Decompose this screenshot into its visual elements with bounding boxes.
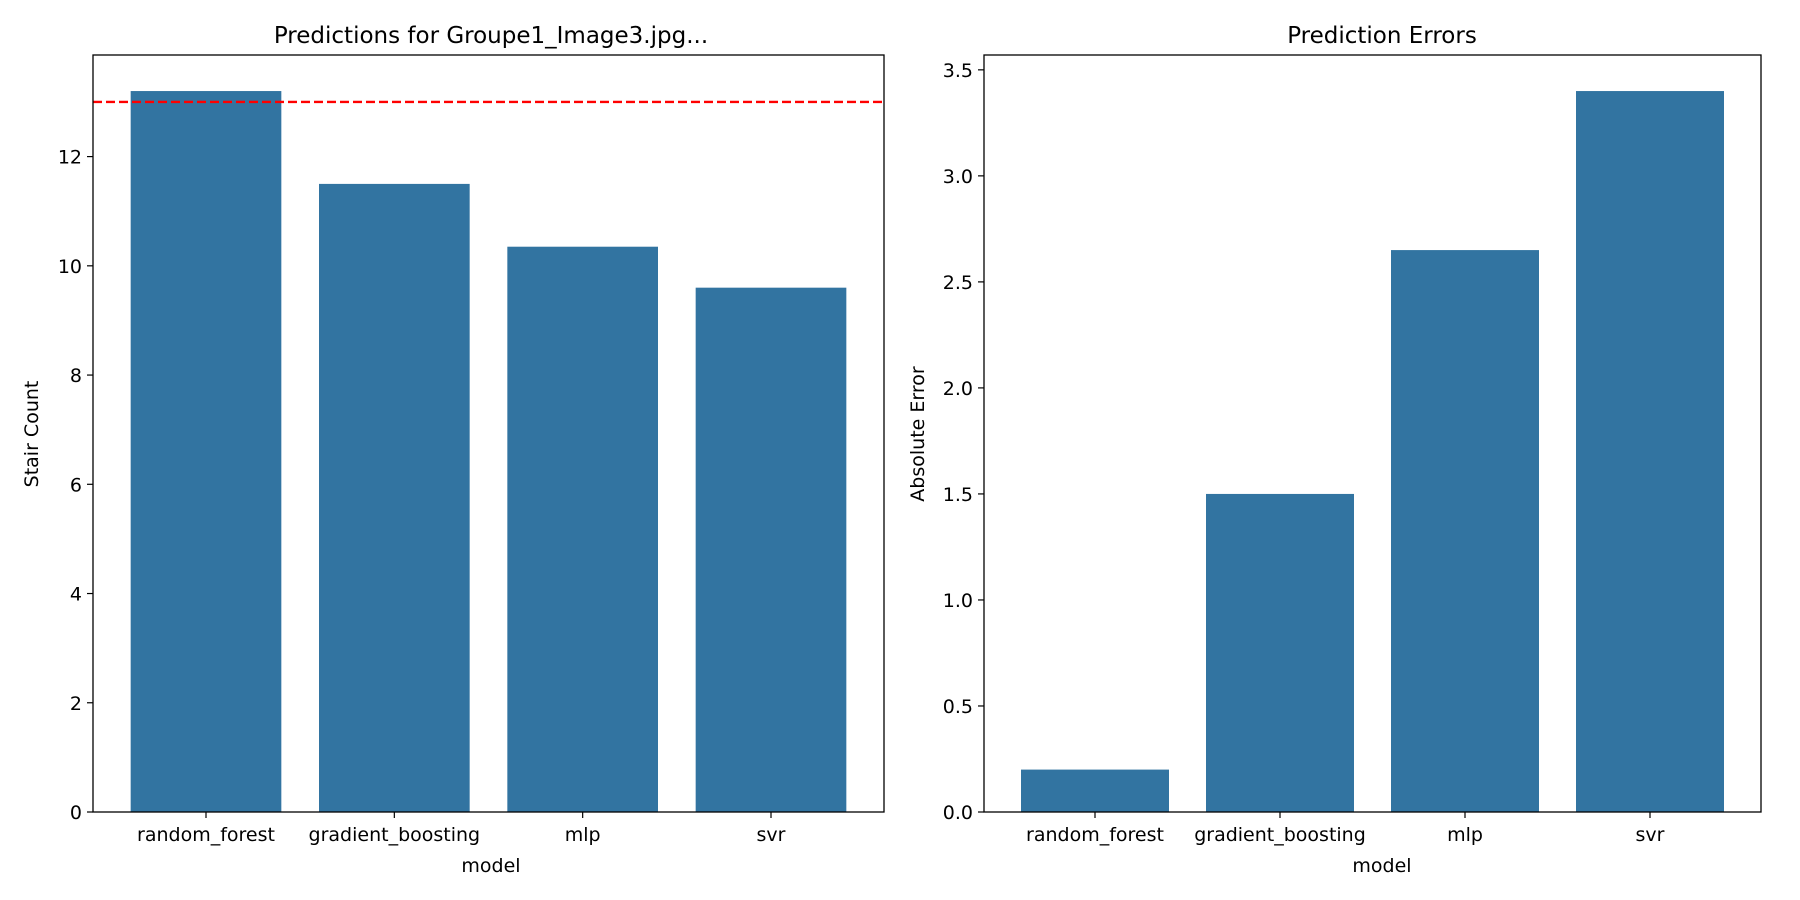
y-tick-label: 2 <box>70 693 82 715</box>
x-tick-label: svr <box>757 824 786 846</box>
bar-mlp <box>1391 250 1539 812</box>
x-tick-label: gradient_boosting <box>1194 824 1366 846</box>
y-tick-label: 1.5 <box>943 484 973 506</box>
y-tick-label: 1.0 <box>943 590 973 612</box>
chart-title: Prediction Errors <box>1287 23 1477 49</box>
y-tick-label: 4 <box>70 584 82 606</box>
x-axis-label: model <box>1352 855 1411 877</box>
x-axis-ticks: random_forest gradient_boosting mlp svr <box>1026 812 1665 846</box>
y-tick-label: 8 <box>70 365 82 387</box>
y-axis-ticks: 0 2 4 6 8 10 12 <box>58 147 93 824</box>
y-tick-label: 0 <box>70 802 82 824</box>
y-tick-label: 2.0 <box>943 378 973 400</box>
x-tick-label: random_forest <box>137 824 275 846</box>
y-tick-label: 12 <box>58 147 82 169</box>
bars-group <box>1021 91 1724 813</box>
x-axis-ticks: random_forest gradient_boosting mlp svr <box>137 812 786 846</box>
y-axis-label: Stair Count <box>21 381 43 488</box>
y-axis-label: Absolute Error <box>907 366 929 502</box>
x-axis-label: model <box>461 855 520 877</box>
chart-title: Predictions for Groupe1_Image3.jpg... <box>274 23 708 49</box>
y-tick-label: 3.0 <box>943 166 973 188</box>
bar-random_forest <box>130 91 282 813</box>
x-tick-label: mlp <box>565 824 601 846</box>
plot-frame <box>983 54 1762 813</box>
y-tick-label: 2.5 <box>943 272 973 294</box>
x-tick-label: svr <box>1636 824 1665 846</box>
bar-gradient_boosting <box>1206 493 1354 812</box>
y-tick-label: 0.0 <box>943 802 973 824</box>
bar-svr <box>1576 91 1724 813</box>
y-tick-label: 6 <box>70 474 82 496</box>
y-tick-label: 0.5 <box>943 696 973 718</box>
stair-count-chart: Predictions for Groupe1_Image3.jpg... 0 2… <box>21 23 885 877</box>
bars-group <box>130 91 847 813</box>
y-tick-label: 10 <box>58 256 82 278</box>
bar-mlp <box>507 246 658 813</box>
bar-random_forest <box>1021 769 1169 812</box>
x-tick-label: random_forest <box>1026 824 1164 846</box>
y-axis-ticks: 0.0 0.5 1.0 1.5 2.0 2.5 3.0 3.5 <box>943 60 984 824</box>
x-tick-label: gradient_boosting <box>309 824 481 846</box>
x-tick-label: mlp <box>1447 824 1483 846</box>
bar-gradient_boosting <box>319 183 470 812</box>
prediction-errors-chart: Prediction Errors 0.0 0.5 1.0 1.5 2.0 2.5 3.0 3… <box>907 23 1762 877</box>
plot-frame <box>92 54 885 813</box>
y-tick-label: 3.5 <box>943 60 973 82</box>
bar-svr <box>695 287 847 812</box>
